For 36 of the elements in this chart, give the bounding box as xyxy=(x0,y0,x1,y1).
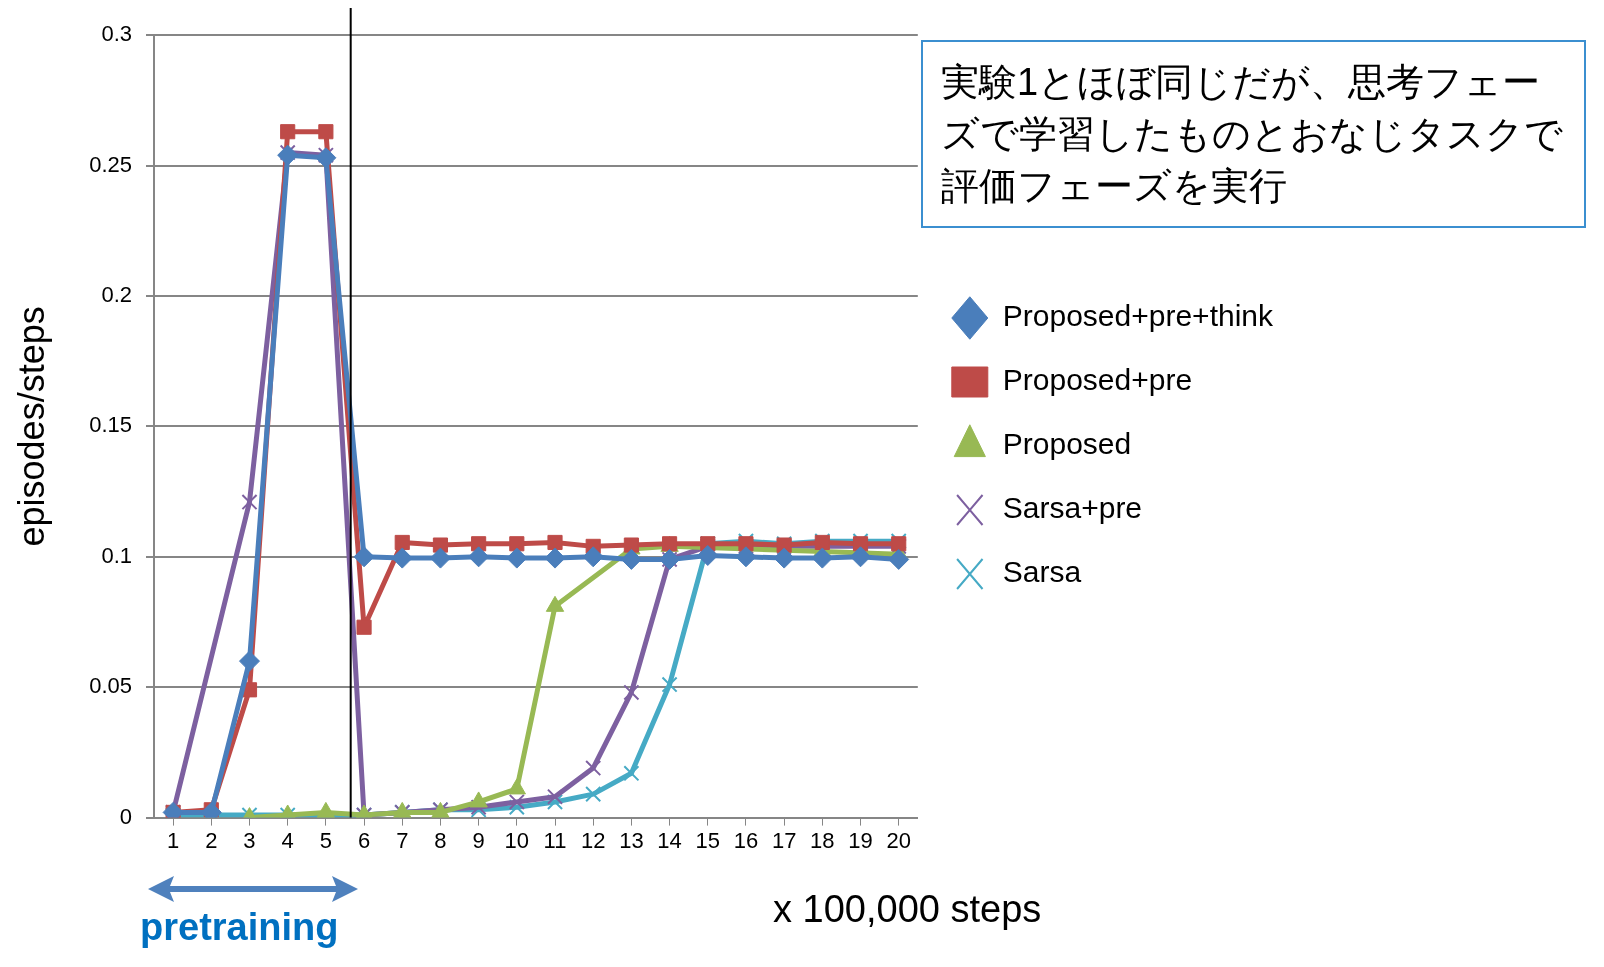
y-tick-label: 0.15 xyxy=(89,412,133,438)
x-tick-label: 20 xyxy=(886,827,911,853)
legend-label: Proposed xyxy=(1002,427,1132,461)
text: pretraining xyxy=(140,906,339,949)
legend-label: Sarsa xyxy=(1002,555,1082,589)
y-tick-label: 0.1 xyxy=(101,542,133,568)
y-tick-label: 0.3 xyxy=(101,21,133,47)
x-tick-label: 19 xyxy=(848,827,873,853)
y-tick-label: 0.05 xyxy=(89,673,133,699)
x-tick-label: 7 xyxy=(396,827,409,853)
x-tick-label: 13 xyxy=(619,827,644,853)
x-tick-label: 18 xyxy=(810,827,835,853)
x-tick-label: 6 xyxy=(357,827,371,853)
x-tick-label: 8 xyxy=(434,827,447,853)
x-tick-label: 12 xyxy=(580,827,606,853)
legend-label: Proposed+pre xyxy=(1002,363,1193,397)
legend-label: Proposed+pre+think xyxy=(1002,299,1274,333)
y-tick-label: 0 xyxy=(119,803,133,829)
x-tick-label: 10 xyxy=(504,827,530,853)
x-tick-label: 4 xyxy=(281,827,294,853)
y-tick-label: 0.25 xyxy=(89,151,133,177)
x-tick-label: 17 xyxy=(771,827,797,853)
x-axis-title: x 100,000 steps xyxy=(773,888,1042,931)
y-axis-title: episodes/steps xyxy=(10,306,52,547)
x-tick-label: 11 xyxy=(543,827,567,853)
y-tick-label: 0.2 xyxy=(101,282,133,308)
x-tick-label: 9 xyxy=(472,827,485,853)
x-tick-label: 1 xyxy=(166,827,180,853)
legend-label: Sarsa+pre xyxy=(1002,491,1143,525)
x-tick-label: 14 xyxy=(657,827,682,853)
x-tick-label: 16 xyxy=(733,827,759,853)
x-tick-label: 15 xyxy=(695,827,721,853)
x-tick-label: 3 xyxy=(243,827,256,853)
text: 実験1とほぼ同じだが、思考フェーズで学習したものとおなじタスクで評価フェーズを実行 xyxy=(921,40,1586,228)
x-tick-label: 2 xyxy=(205,827,218,853)
x-tick-label: 5 xyxy=(319,827,332,853)
